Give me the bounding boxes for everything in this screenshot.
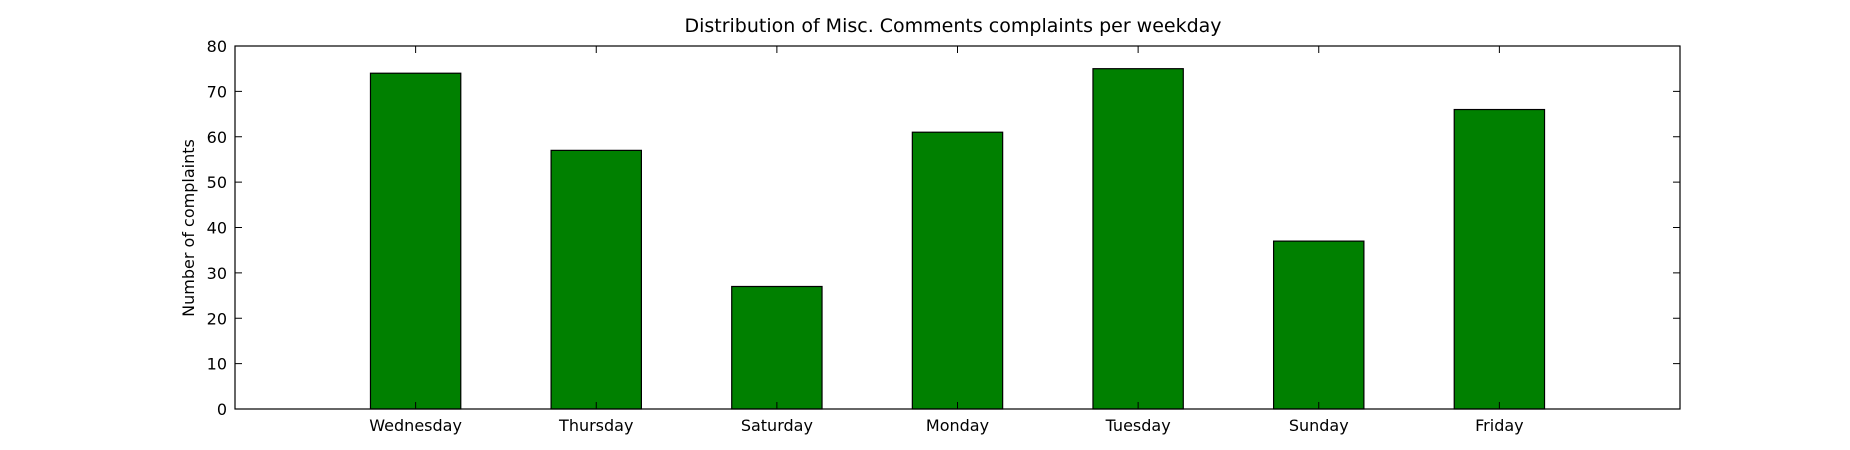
bar-monday <box>911 131 1004 410</box>
bar-friday <box>1453 108 1546 410</box>
x-tick-label-tuesday: Tuesday <box>1105 416 1171 435</box>
bar-wednesday <box>369 72 462 410</box>
bar-tuesday <box>1092 68 1184 410</box>
x-tick-label-friday: Friday <box>1475 416 1524 435</box>
y-tick-label: 60 <box>207 128 227 147</box>
y-axis-label: Number of complaints <box>179 139 198 317</box>
y-tick-label: 70 <box>207 82 227 101</box>
y-tick-label: 80 <box>207 37 227 56</box>
y-tick-label: 40 <box>207 219 227 238</box>
bar-thursday <box>550 149 643 410</box>
bar-sunday <box>1272 240 1365 410</box>
x-tick-label-saturday: Saturday <box>741 416 813 435</box>
y-tick-label: 0 <box>217 400 227 419</box>
x-tick-label-monday: Monday <box>926 416 989 435</box>
x-tick-label-thursday: Thursday <box>558 416 633 435</box>
y-tick-label: 20 <box>207 309 227 328</box>
y-tick-label: 30 <box>207 264 227 283</box>
plot-area: 0 10 20 30 40 50 60 70 80 Wednesday Thursday Saturd… <box>207 37 1681 435</box>
x-tick-label-sunday: Sunday <box>1289 416 1349 435</box>
x-tick-label-wednesday: Wednesday <box>369 416 462 435</box>
y-tick-label: 50 <box>207 173 227 192</box>
chart-title: Distribution of Misc. Comments complaint… <box>684 15 1221 37</box>
bar-saturday <box>731 285 823 410</box>
y-tick-label: 10 <box>207 355 227 374</box>
